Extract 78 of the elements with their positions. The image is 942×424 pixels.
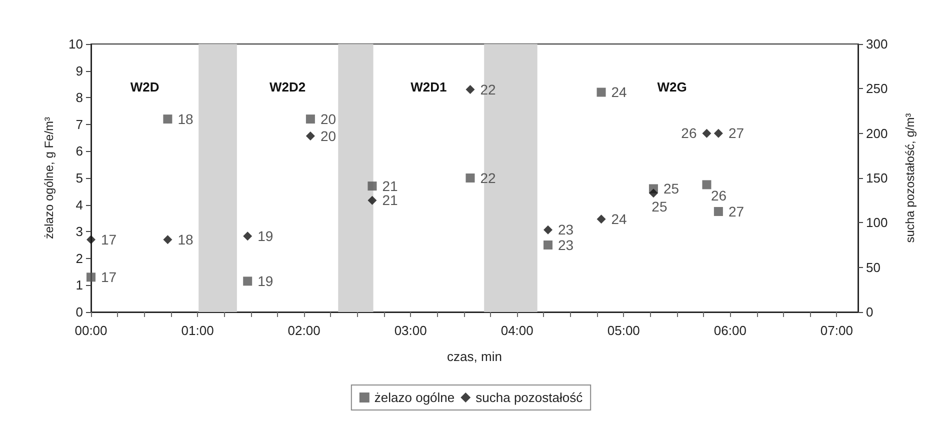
y2-tick-label: 250 xyxy=(866,81,888,96)
annotation: 25 xyxy=(663,180,680,197)
x-tick-label: 02:00 xyxy=(288,323,320,338)
annotation: 19 xyxy=(258,273,274,290)
point xyxy=(714,207,723,216)
annotation: 25 xyxy=(652,198,668,214)
y2-tick-label: 0 xyxy=(866,304,874,320)
annotation: 21 xyxy=(382,192,398,208)
annotation: 23 xyxy=(558,222,574,238)
annotation: 20 xyxy=(320,128,336,144)
x-tick-label: 06:00 xyxy=(714,323,746,338)
point xyxy=(306,132,315,141)
y-tick-label: 5 xyxy=(76,170,83,186)
annotation: 17 xyxy=(101,269,117,286)
annotation: 18 xyxy=(178,111,194,128)
annotation: W2D xyxy=(130,79,160,94)
point xyxy=(466,174,475,182)
annotation: 26 xyxy=(710,188,727,204)
point xyxy=(368,182,377,191)
legend-label: sucha pozostałość xyxy=(476,390,584,405)
annotation: W2G xyxy=(657,79,687,94)
annotation: 27 xyxy=(728,204,744,220)
point xyxy=(466,85,475,94)
x-tick-label: 03:00 xyxy=(394,323,427,338)
point xyxy=(163,235,172,244)
y2-tick-label: 150 xyxy=(866,170,888,186)
point xyxy=(86,235,96,244)
point xyxy=(596,88,606,97)
point xyxy=(243,232,252,241)
x-tick-label: 00:00 xyxy=(74,323,108,338)
annotation: 24 xyxy=(611,211,628,228)
y2-tick-label: 200 xyxy=(866,126,888,141)
annotation: 23 xyxy=(558,237,574,253)
point xyxy=(714,128,723,138)
y-axis-title: żelazo ogólne, g Fe/m³ xyxy=(42,116,56,240)
annotation: W2D2 xyxy=(269,79,306,94)
annotation: 19 xyxy=(258,228,274,244)
point xyxy=(702,180,712,190)
x-tick-label: 07:00 xyxy=(820,323,853,338)
y-tick-label: 10 xyxy=(68,36,83,52)
legend-label: żelazo ogólne xyxy=(374,390,455,405)
annotation: 22 xyxy=(480,82,496,98)
y-tick-label: 0 xyxy=(76,304,83,320)
x-tick-label: 05:00 xyxy=(607,323,640,338)
annotation: 21 xyxy=(382,178,398,194)
y-tick-label: 9 xyxy=(76,63,83,78)
y-tick-label: 2 xyxy=(76,250,83,266)
x-axis-title: czas, min xyxy=(447,349,502,364)
point xyxy=(163,114,172,124)
x-tick-label: 01:00 xyxy=(181,323,214,338)
y2-axis-title: sucha pozostałość, g/m³ xyxy=(903,113,917,243)
point xyxy=(544,240,553,250)
annotation: 27 xyxy=(728,125,744,142)
y2-tick-label: 50 xyxy=(866,260,880,275)
annotation: 18 xyxy=(178,232,194,248)
point xyxy=(306,114,315,124)
annotation: 22 xyxy=(480,170,496,186)
annotation: 17 xyxy=(101,232,117,248)
annotation: W2D1 xyxy=(410,79,447,94)
y-tick-label: 8 xyxy=(76,90,83,106)
point xyxy=(544,225,553,234)
y2-tick-label: 100 xyxy=(866,215,888,230)
point xyxy=(86,272,96,282)
y-tick-label: 6 xyxy=(76,144,83,159)
point xyxy=(243,276,252,286)
y-tick-label: 7 xyxy=(76,116,83,132)
annotation: 26 xyxy=(681,125,697,142)
annotation: 20 xyxy=(320,111,336,128)
point xyxy=(368,196,377,205)
y2-tick-label: 300 xyxy=(866,36,888,52)
point xyxy=(648,188,658,198)
point xyxy=(596,214,606,224)
point xyxy=(702,128,712,138)
y-tick-label: 3 xyxy=(76,224,83,240)
x-tick-label: 04:00 xyxy=(500,323,534,338)
annotation: 24 xyxy=(611,84,628,100)
y-tick-label: 1 xyxy=(76,278,83,293)
y-tick-label: 4 xyxy=(76,197,83,212)
